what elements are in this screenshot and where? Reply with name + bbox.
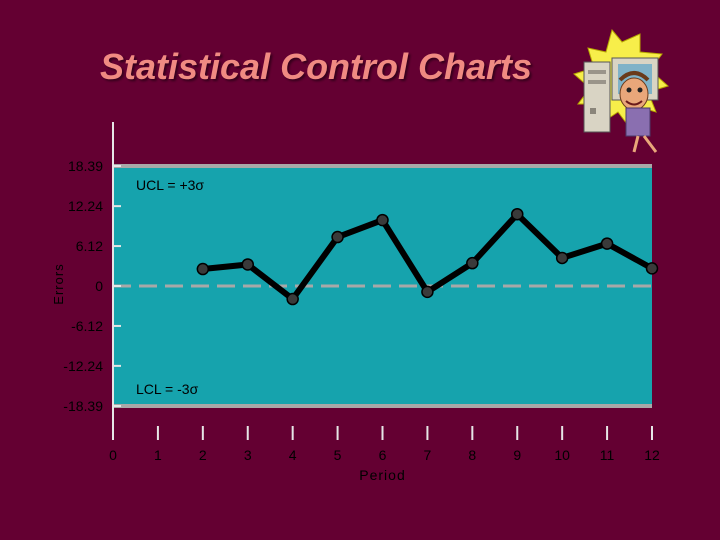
x-tick-label: 0 <box>109 447 117 463</box>
x-tick-label: 9 <box>513 447 521 463</box>
y-tick-label: 0 <box>95 278 103 294</box>
y-tick-label: 12.24 <box>68 198 103 214</box>
data-point <box>600 237 614 250</box>
data-point <box>196 262 210 276</box>
x-axis-label: Period <box>359 467 405 483</box>
y-tick-label: -12.24 <box>63 358 103 374</box>
data-point <box>376 213 389 227</box>
data-point <box>466 256 479 270</box>
data-point <box>241 258 254 271</box>
data-point <box>286 292 299 306</box>
data-point <box>421 285 434 299</box>
x-tick-label: 8 <box>468 447 476 463</box>
y-axis-label: Errors <box>51 263 66 304</box>
x-tick-label: 3 <box>244 447 252 463</box>
data-point <box>555 251 569 265</box>
y-tick-label: 18.39 <box>68 158 103 174</box>
y-tick-label: 6.12 <box>76 238 103 254</box>
data-point <box>645 262 659 275</box>
x-tick-label: 5 <box>334 447 342 463</box>
ucl-label: UCL = +3σ <box>136 177 204 193</box>
x-tick-label: 2 <box>199 447 207 463</box>
x-tick-label: 12 <box>644 447 660 463</box>
slide-title: Statistical Control Charts <box>100 46 533 87</box>
y-tick-label: -6.12 <box>71 318 103 334</box>
y-tick-label: -18.39 <box>63 398 103 414</box>
x-tick-label: 6 <box>379 447 387 463</box>
x-tick-label: 4 <box>289 447 297 463</box>
data-point <box>331 230 344 244</box>
x-tick-label: 1 <box>154 447 162 463</box>
data-point <box>511 207 524 221</box>
x-tick-label: 7 <box>424 447 432 463</box>
x-tick-label: 10 <box>554 447 570 463</box>
cartoon-computer-mascot-icon <box>572 28 670 153</box>
x-tick-label: 11 <box>600 447 615 463</box>
lcl-label: LCL = -3σ <box>136 381 199 397</box>
